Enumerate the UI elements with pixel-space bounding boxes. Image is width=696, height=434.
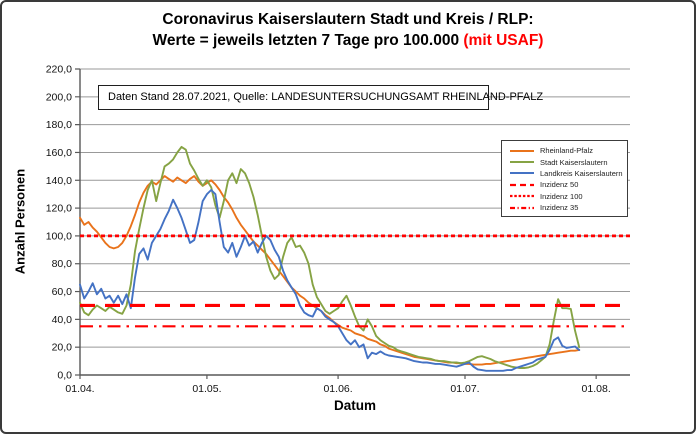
x-tick-label: 01.05. <box>192 383 221 395</box>
y-tick-label: 180,0 <box>46 119 72 131</box>
legend-item-inzidenz-50: Inzidenz 50 <box>509 179 622 190</box>
y-tick-label: 20,0 <box>52 342 73 354</box>
chart-title-line1: Coronavirus Kaiserslautern Stadt und Kre… <box>162 11 534 28</box>
y-tick-label: 220,0 <box>46 64 72 76</box>
chart-title-line2-black: Werte = jeweils letzten 7 Tage pro 100.0… <box>152 32 464 49</box>
y-tick-label: 80,0 <box>52 258 73 270</box>
x-tick-label: 01.07. <box>450 383 479 395</box>
x-tick-label: 01.04. <box>65 383 94 395</box>
legend-line-sample <box>510 172 534 175</box>
legend-line-sample <box>510 183 534 186</box>
legend-item-landkreis-kaiserslautern: Landkreis Kaiserslautern <box>509 168 623 179</box>
legend-label: Stadt Kaiserslautern <box>540 157 608 167</box>
legend-line-sample <box>510 206 534 209</box>
y-tick-label: 140,0 <box>46 175 72 187</box>
y-tick-label: 120,0 <box>46 203 72 215</box>
legend-line-sample <box>510 161 534 164</box>
x-tick-label: 01.06. <box>323 383 352 395</box>
legend-line-sample <box>510 195 534 198</box>
legend-label: Rheinland-Pfalz <box>540 146 593 156</box>
y-tick-label: 60,0 <box>52 286 73 298</box>
legend-item-inzidenz-35: Inzidenz 35 <box>509 202 622 213</box>
legend-item-stadt-kaiserslautern: Stadt Kaiserslautern <box>509 156 622 167</box>
legend-label: Inzidenz 50 <box>540 180 579 190</box>
data-source-box: Daten Stand 28.07.2021, Quelle: LANDESUN… <box>98 85 543 110</box>
chart-legend: Rheinland-Pfalz Stadt Kaiserslautern Landk… <box>501 140 628 218</box>
x-axis-title: Datum <box>333 398 376 413</box>
y-tick-label: 40,0 <box>52 314 73 326</box>
chart-title-line2: Werte = jeweils letzten 7 Tage pro 100.0… <box>2 30 694 51</box>
legend-label: Inzidenz 35 <box>540 203 579 213</box>
legend-line-sample <box>510 149 534 152</box>
y-tick-label: 100,0 <box>46 230 72 242</box>
x-tick-label: 01.08. <box>582 383 611 395</box>
series-line-landkreis-kaiserslautern <box>79 189 581 372</box>
y-tick-label: 160,0 <box>46 147 72 159</box>
chart-title-line2-red: (mit USAF) <box>463 32 544 49</box>
legend-label: Inzidenz 100 <box>540 191 583 201</box>
y-tick-label: 200,0 <box>46 91 72 103</box>
chart-title: Coronavirus Kaiserslautern Stadt und Kre… <box>2 9 694 51</box>
legend-label: Landkreis Kaiserslautern <box>540 168 623 178</box>
legend-item-inzidenz-100: Inzidenz 100 <box>509 191 622 202</box>
series-line-rheinland-pfalz <box>79 175 581 366</box>
y-axis-title: Anzahl Personen <box>12 168 28 275</box>
series-line-stadt-kaiserslautern <box>79 145 581 369</box>
legend-item-rheinland-pfalz: Rheinland-Pfalz <box>509 145 622 156</box>
y-tick-label: 0,0 <box>57 370 72 382</box>
